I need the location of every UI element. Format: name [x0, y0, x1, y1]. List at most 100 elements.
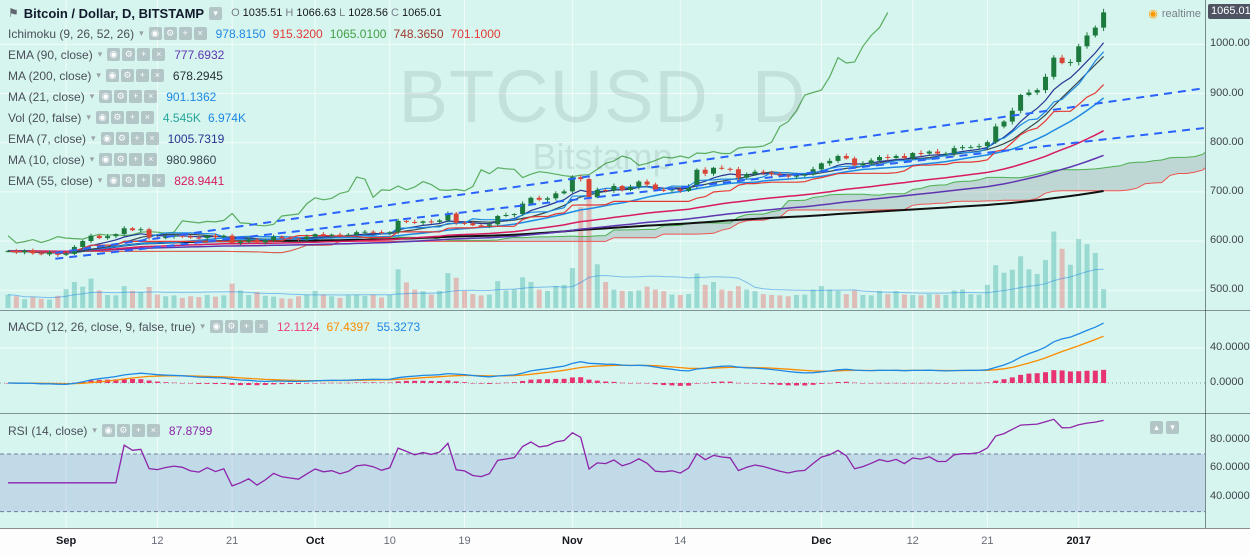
indicator-value: 901.1362	[166, 89, 217, 104]
remove-icon[interactable]: ×	[152, 48, 166, 61]
time-axis[interactable]: Sep 12 21 Oct 10 19 Nov 14 Dec 12 21 2017	[0, 528, 1250, 555]
indicator-name: Vol (20, false)	[8, 110, 82, 125]
indicator-row-ema7: EMA (7, close) ▾ ◉ ⚙ + × 1005.7319	[8, 128, 501, 149]
toggle-visibility-icon[interactable]: ◉	[107, 174, 121, 187]
settings-icon[interactable]: ⚙	[163, 27, 177, 40]
indicator-row-ema90: EMA (90, close) ▾ ◉ ⚙ + × 777.6932	[8, 44, 501, 65]
time-axis-label: Sep	[56, 535, 77, 547]
indicator-value: 87.8799	[168, 423, 213, 438]
close-label: C	[391, 7, 399, 19]
realtime-indicator: ◉ realtime	[1148, 7, 1201, 21]
remove-icon[interactable]: ×	[193, 27, 207, 40]
toggle-visibility-icon[interactable]: ◉	[209, 320, 223, 333]
more-icon[interactable]: +	[137, 174, 151, 187]
settings-icon[interactable]: ⚙	[114, 90, 128, 103]
remove-icon[interactable]: ×	[152, 174, 166, 187]
chevron-down-icon[interactable]: ▾	[139, 28, 144, 38]
chevron-down-icon[interactable]: ▾	[89, 154, 95, 164]
indicator-name: EMA (7, close)	[8, 131, 87, 146]
settings-icon[interactable]: ⚙	[224, 320, 238, 333]
more-icon[interactable]: +	[137, 48, 151, 61]
pane-separator[interactable]	[0, 310, 1250, 311]
chevron-down-icon[interactable]: ▾	[89, 91, 95, 101]
remove-icon[interactable]: ×	[144, 153, 158, 166]
indicator-name: MA (200, close)	[8, 68, 92, 83]
settings-icon[interactable]: ⚙	[122, 174, 136, 187]
more-icon[interactable]: +	[131, 424, 145, 437]
remove-icon[interactable]: ×	[150, 69, 164, 82]
indicator-buttons: ◉ ⚙ + ×	[148, 27, 207, 40]
indicator-row-volume: Vol (20, false) ▾ ◉ ⚙ + × 4.545K 6.974K	[8, 107, 501, 128]
flag-icon[interactable]: ⚑	[8, 6, 19, 20]
main-legend: ⚑ Bitcoin / Dollar, D, BITSTAMP ▾ O 1035…	[8, 3, 501, 191]
price-axis-label: 900.00	[1210, 86, 1244, 99]
more-icon[interactable]: +	[135, 69, 149, 82]
settings-icon[interactable]: ⚙	[115, 132, 129, 145]
indicator-values: 12.1124 67.4397 55.3273	[277, 320, 420, 334]
more-icon[interactable]: +	[129, 90, 143, 103]
last-price-badge: 1065.01	[1208, 4, 1250, 19]
chevron-down-icon[interactable]: ▾	[86, 112, 91, 122]
time-axis-label: 14	[674, 535, 687, 547]
pane-separator[interactable]	[0, 413, 1250, 414]
remove-icon[interactable]: ×	[140, 111, 154, 124]
rsi-axis-label: 40.0000	[1210, 490, 1250, 503]
realtime-icon[interactable]: ◉	[1148, 8, 1158, 20]
time-axis-label: 10	[383, 535, 396, 547]
time-axis-label: 21	[981, 535, 994, 547]
more-icon[interactable]: +	[129, 153, 143, 166]
more-icon[interactable]: +	[130, 132, 144, 145]
indicator-name: EMA (55, close)	[8, 173, 93, 188]
indicator-value: 12.1124	[276, 319, 320, 334]
indicator-buttons: ◉ ⚙ + ×	[107, 174, 166, 187]
time-axis-label: 19	[458, 535, 471, 547]
toggle-visibility-icon[interactable]: ◉	[99, 153, 113, 166]
symbol-menu-button[interactable]: ▾	[209, 6, 223, 20]
chevron-down-icon[interactable]: ▾	[92, 425, 97, 435]
chevron-down-icon[interactable]: ▾	[97, 175, 103, 185]
time-axis-label: 2017	[1066, 535, 1091, 547]
settings-icon[interactable]: ⚙	[116, 424, 130, 437]
pane-move-down-button[interactable]: ▾	[1166, 421, 1179, 434]
pane-move-up-button[interactable]: ▴	[1150, 421, 1163, 434]
rsi-axis-label: 80.0000	[1210, 432, 1250, 445]
toggle-visibility-icon[interactable]: ◉	[99, 90, 113, 103]
realtime-label: realtime	[1161, 7, 1201, 20]
toggle-visibility-icon[interactable]: ◉	[95, 111, 109, 124]
settings-icon[interactable]: ⚙	[114, 153, 128, 166]
remove-icon[interactable]: ×	[254, 320, 268, 333]
toggle-visibility-icon[interactable]: ◉	[148, 27, 162, 40]
remove-icon[interactable]: ×	[146, 424, 160, 437]
time-axis-label: 21	[225, 535, 239, 547]
open-value: 1035.51	[242, 7, 283, 19]
toggle-visibility-icon[interactable]: ◉	[107, 48, 121, 61]
more-icon[interactable]: +	[178, 27, 192, 40]
price-axis[interactable]: 1065.01 1000.00 900.00 800.00 700.00 600.00 5…	[1205, 0, 1250, 528]
indicator-buttons: ◉ ⚙ + ×	[99, 90, 158, 103]
rsi-axis-label: 60.0000	[1210, 461, 1250, 474]
settings-icon[interactable]: ⚙	[120, 69, 134, 82]
toggle-visibility-icon[interactable]: ◉	[100, 132, 114, 145]
chevron-down-icon[interactable]: ▾	[97, 49, 103, 59]
toggle-visibility-icon[interactable]: ◉	[101, 424, 115, 437]
indicator-values: 678.2945	[173, 69, 223, 83]
settings-icon[interactable]: ⚙	[122, 48, 136, 61]
chevron-down-icon[interactable]: ▾	[96, 70, 101, 80]
indicator-name: MA (10, close)	[8, 152, 85, 167]
chevron-down-icon[interactable]: ▾	[91, 133, 96, 143]
more-icon[interactable]: +	[125, 111, 139, 124]
more-icon[interactable]: +	[239, 320, 253, 333]
chevron-down-icon[interactable]: ▾	[200, 321, 205, 331]
indicator-buttons: ◉ ⚙ + ×	[100, 132, 159, 145]
toggle-visibility-icon[interactable]: ◉	[105, 69, 119, 82]
indicator-value: 701.1000	[450, 26, 501, 41]
price-axis-label: 600.00	[1210, 234, 1244, 247]
remove-icon[interactable]: ×	[145, 132, 159, 145]
settings-icon[interactable]: ⚙	[110, 111, 124, 124]
indicator-row-ichimoku: Ichimoku (9, 26, 52, 26) ▾ ◉ ⚙ + × 978.8150…	[8, 23, 501, 44]
remove-icon[interactable]: ×	[144, 90, 158, 103]
symbol-title[interactable]: Bitcoin / Dollar, D, BITSTAMP	[23, 5, 205, 21]
price-axis-label: 700.00	[1210, 184, 1244, 197]
indicator-values: 87.8799	[169, 424, 212, 438]
